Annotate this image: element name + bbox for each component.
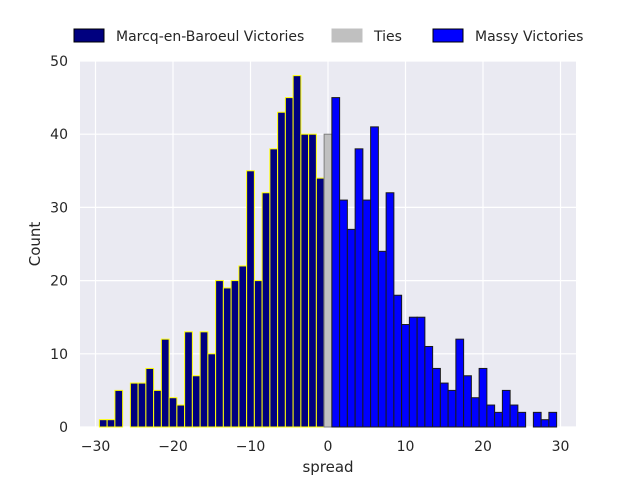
bar-massy-victories [439,382,449,428]
x-tick-label: 20 [474,439,492,455]
legend-label: Ties [373,29,402,45]
bar-massy-victories [354,148,364,428]
bar-marcq-en-baroeul-victories [269,148,279,428]
bar-massy-victories [486,404,496,428]
bar-massy-victories [463,375,472,428]
bar-massy-victories [362,199,372,428]
x-tick-label: −30 [81,439,111,455]
x-axis-label: spread [302,458,353,476]
bar-massy-victories [548,411,558,428]
bar-marcq-en-baroeul-victories [292,75,302,428]
bar-massy-victories [455,338,465,428]
bar-massy-victories [501,389,511,428]
bar-massy-victories [339,199,348,428]
bar-marcq-en-baroeul-victories [98,419,108,428]
x-tick-label: −20 [158,439,188,455]
legend-label: Massy Victories [475,29,583,45]
bar-massy-victories [331,97,341,428]
bar-marcq-en-baroeul-victories [137,382,147,428]
bar-marcq-en-baroeul-victories [253,280,263,428]
bar-marcq-en-baroeul-victories [315,177,325,428]
bar-marcq-en-baroeul-victories [230,280,240,428]
bar-massy-victories [447,389,457,428]
bar-massy-victories [416,316,426,428]
bar-marcq-en-baroeul-victories [153,389,162,428]
x-tick-label: 0 [324,439,333,455]
bar-massy-victories [424,345,434,428]
y-tick-label: 10 [50,347,68,363]
bar-marcq-en-baroeul-victories [129,382,139,428]
bar-marcq-en-baroeul-victories [238,265,248,428]
bar-massy-victories [532,411,542,428]
bar-marcq-en-baroeul-victories [207,353,217,428]
bar-marcq-en-baroeul-victories [106,419,116,428]
bar-ties [323,133,333,428]
legend-swatch [331,28,363,43]
bar-marcq-en-baroeul-victories [191,375,201,428]
bar-massy-victories [432,367,441,428]
bar-massy-victories [517,411,527,428]
legend-label: Marcq-en-Baroeul Victories [116,29,304,45]
bar-marcq-en-baroeul-victories [114,389,124,428]
bar-massy-victories [509,404,519,428]
bar-marcq-en-baroeul-victories [308,133,317,428]
x-tick-labels: −30 −20 −10 0 10 20 30 [81,439,570,455]
legend-swatch [432,28,464,43]
bar-marcq-en-baroeul-victories [246,170,255,428]
y-tick-label: 40 [50,127,68,143]
bar-massy-victories [470,397,480,428]
bar-marcq-en-baroeul-victories [222,287,232,428]
y-axis-label: Count [26,222,44,267]
bar-marcq-en-baroeul-victories [145,367,155,428]
bar-massy-victories [377,250,387,428]
bars [98,75,558,428]
x-tick-label: 10 [397,439,415,455]
y-tick-label: 30 [50,200,68,216]
y-tick-labels: 0 10 20 30 40 50 [50,54,68,436]
y-tick-label: 50 [50,54,68,70]
bar-marcq-en-baroeul-victories [284,97,294,428]
legend-swatch [73,28,105,43]
bar-massy-victories [370,126,379,428]
bar-marcq-en-baroeul-victories [277,111,286,428]
bar-massy-victories [401,324,410,428]
bar-massy-victories [393,294,403,428]
y-tick-label: 0 [59,420,68,436]
bar-massy-victories [478,367,488,428]
bar-marcq-en-baroeul-victories [261,192,271,428]
bar-marcq-en-baroeul-victories [300,133,310,428]
bar-marcq-en-baroeul-victories [168,397,178,428]
bar-massy-victories [494,411,503,428]
bar-massy-victories [540,419,550,428]
bar-marcq-en-baroeul-victories [176,404,186,428]
bar-massy-victories [408,316,418,428]
bar-marcq-en-baroeul-victories [215,280,224,428]
x-tick-label: 30 [552,439,570,455]
legend: Marcq-en-Baroeul Victories Ties Massy Vict… [73,28,583,45]
bar-massy-victories [385,192,395,428]
bar-marcq-en-baroeul-victories [184,331,193,428]
x-tick-label: −10 [236,439,266,455]
bar-marcq-en-baroeul-victories [160,338,170,428]
bar-massy-victories [346,228,356,428]
y-tick-label: 20 [50,274,68,290]
bar-marcq-en-baroeul-victories [199,331,209,428]
